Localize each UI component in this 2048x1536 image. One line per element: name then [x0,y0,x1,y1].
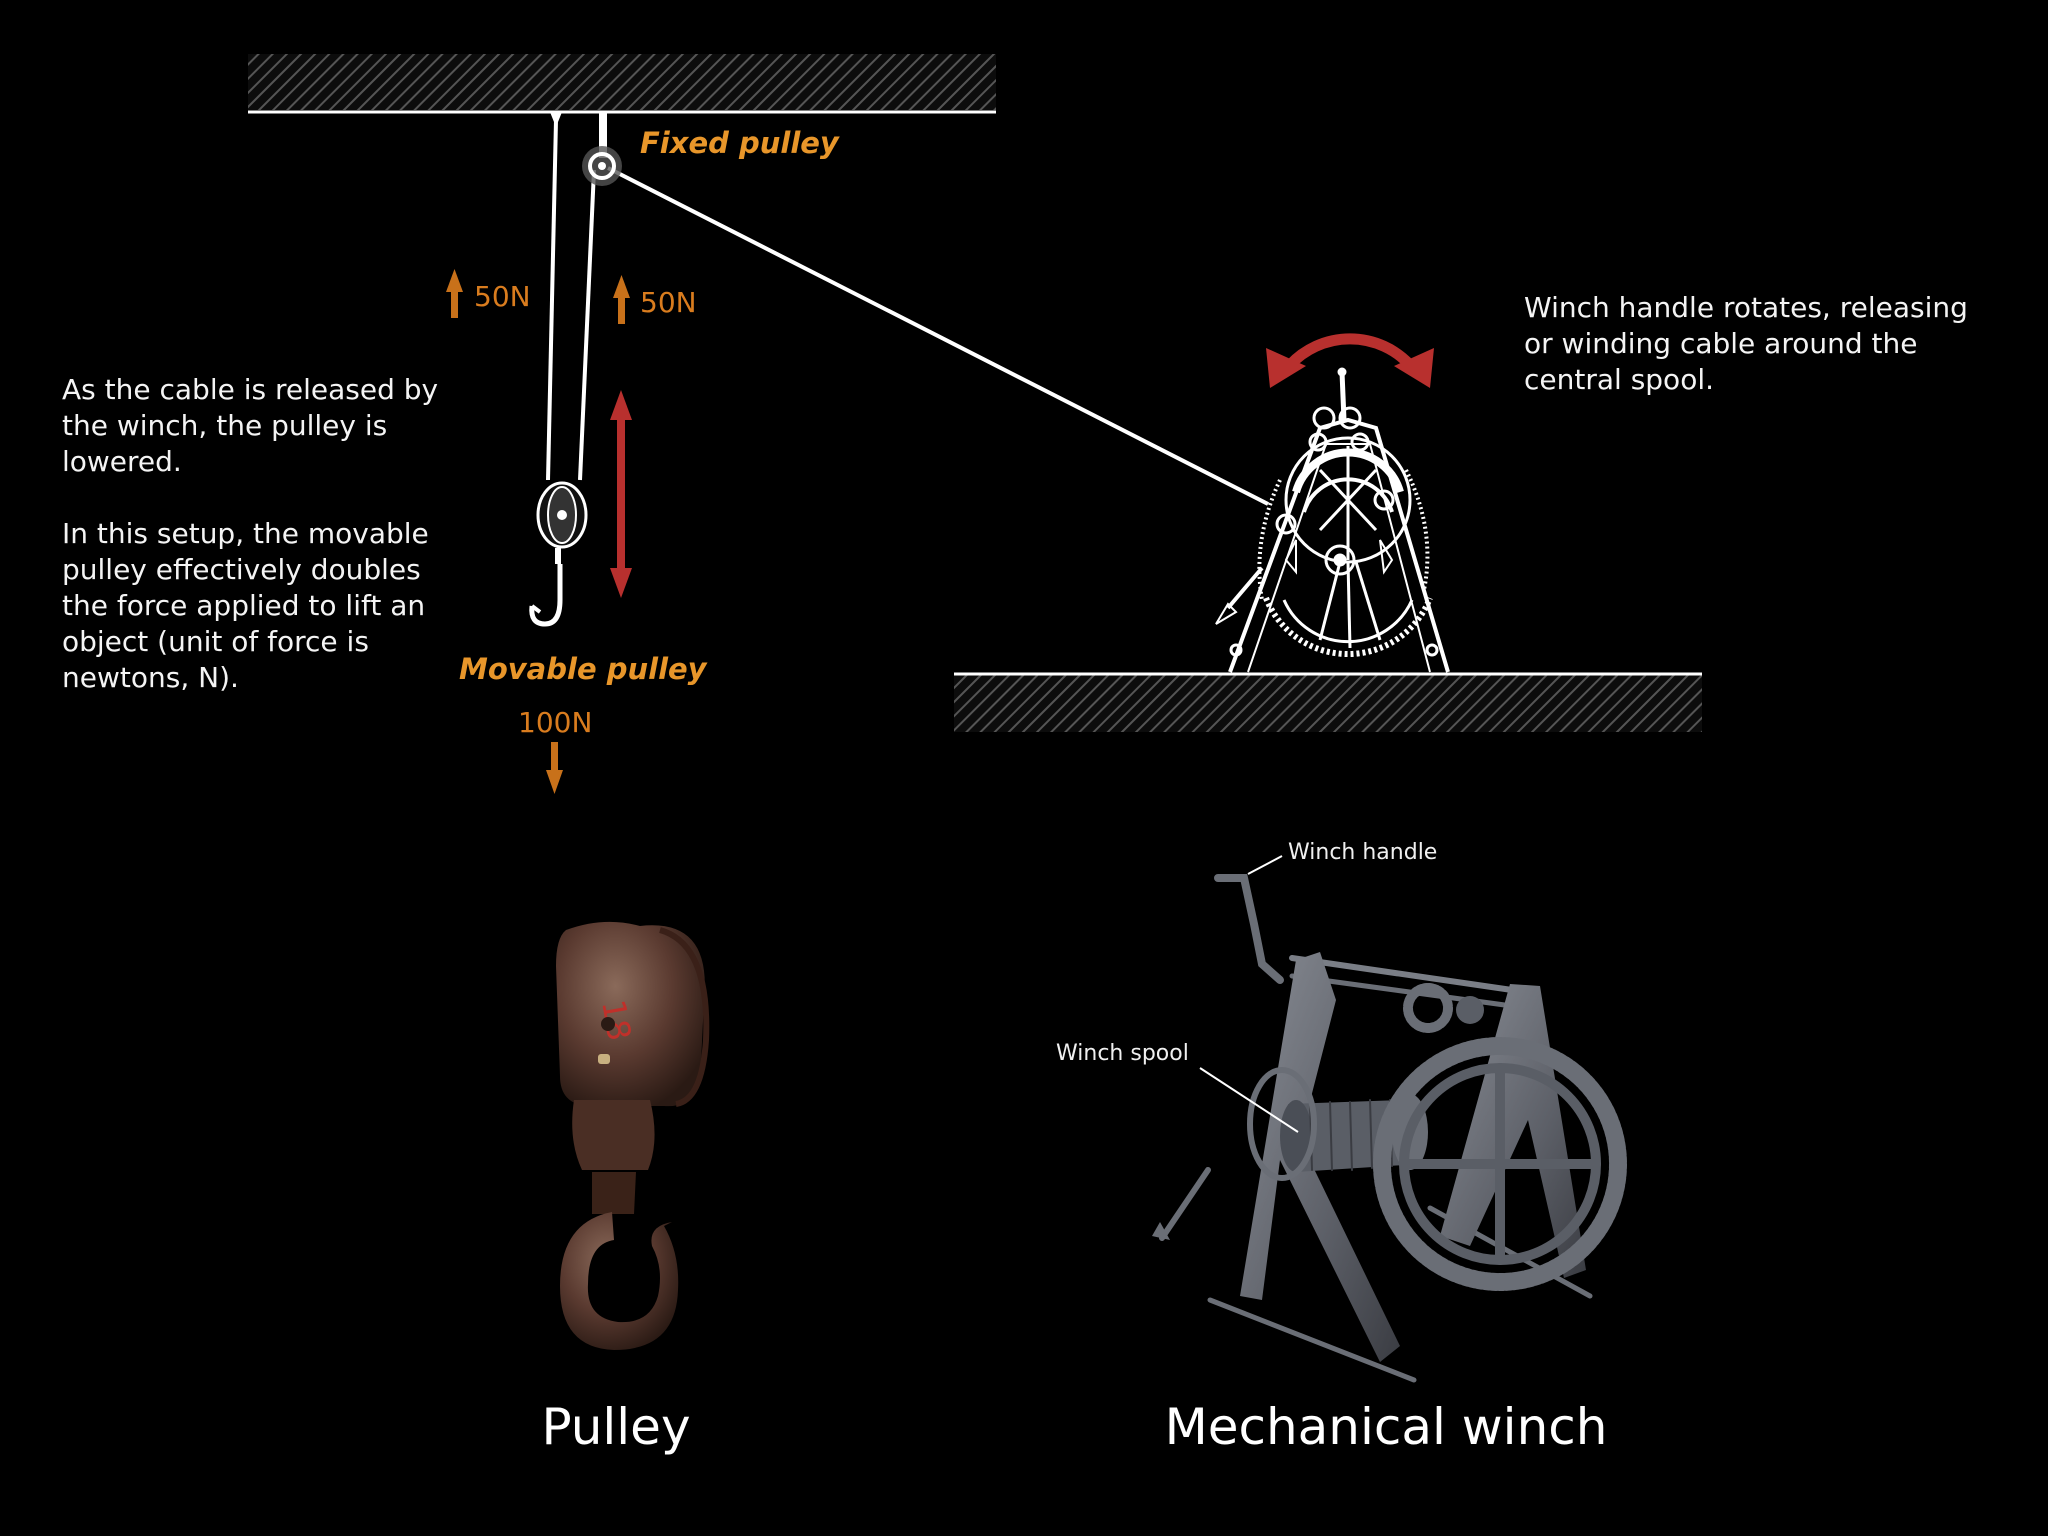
fixed-pulley-icon [582,146,622,186]
pulley-photo: 18 [556,921,710,1350]
handle-rotation-arrow [1266,333,1434,388]
callout-leaders [1199,855,1299,1133]
winch-note: Winch handle rotates, releasing or windi… [1524,291,1968,396]
force-label-right: 50N [640,286,697,319]
winch-schematic [1215,367,1450,673]
force-arrow-down [546,742,563,794]
force-arrow-left-up [446,269,463,318]
ceiling [248,54,996,114]
pulley-caption: Pulley [541,1398,691,1456]
explanation-paragraph-1: As the cable is released by the winch, t… [62,373,448,478]
winch-spool-callout: Winch spool [1056,1041,1189,1066]
movable-pulley-label: Movable pulley [459,652,707,686]
winch-photo [1152,874,1627,1383]
winch-caption: Mechanical winch [1164,1398,1608,1456]
pulley-motion-arrow [610,390,632,598]
svg-text:18: 18 [594,997,638,1044]
explanation-paragraph-2: In this setup, the movable pulley effect… [62,517,438,694]
force-label-left: 50N [474,280,531,313]
ground [954,672,1702,732]
movable-pulley-icon [529,481,588,627]
winch-handle-callout: Winch handle [1288,840,1438,865]
force-arrow-right-up [613,275,630,324]
fixed-pulley-label: Fixed pulley [640,126,839,160]
force-label-down: 100N [518,706,593,739]
